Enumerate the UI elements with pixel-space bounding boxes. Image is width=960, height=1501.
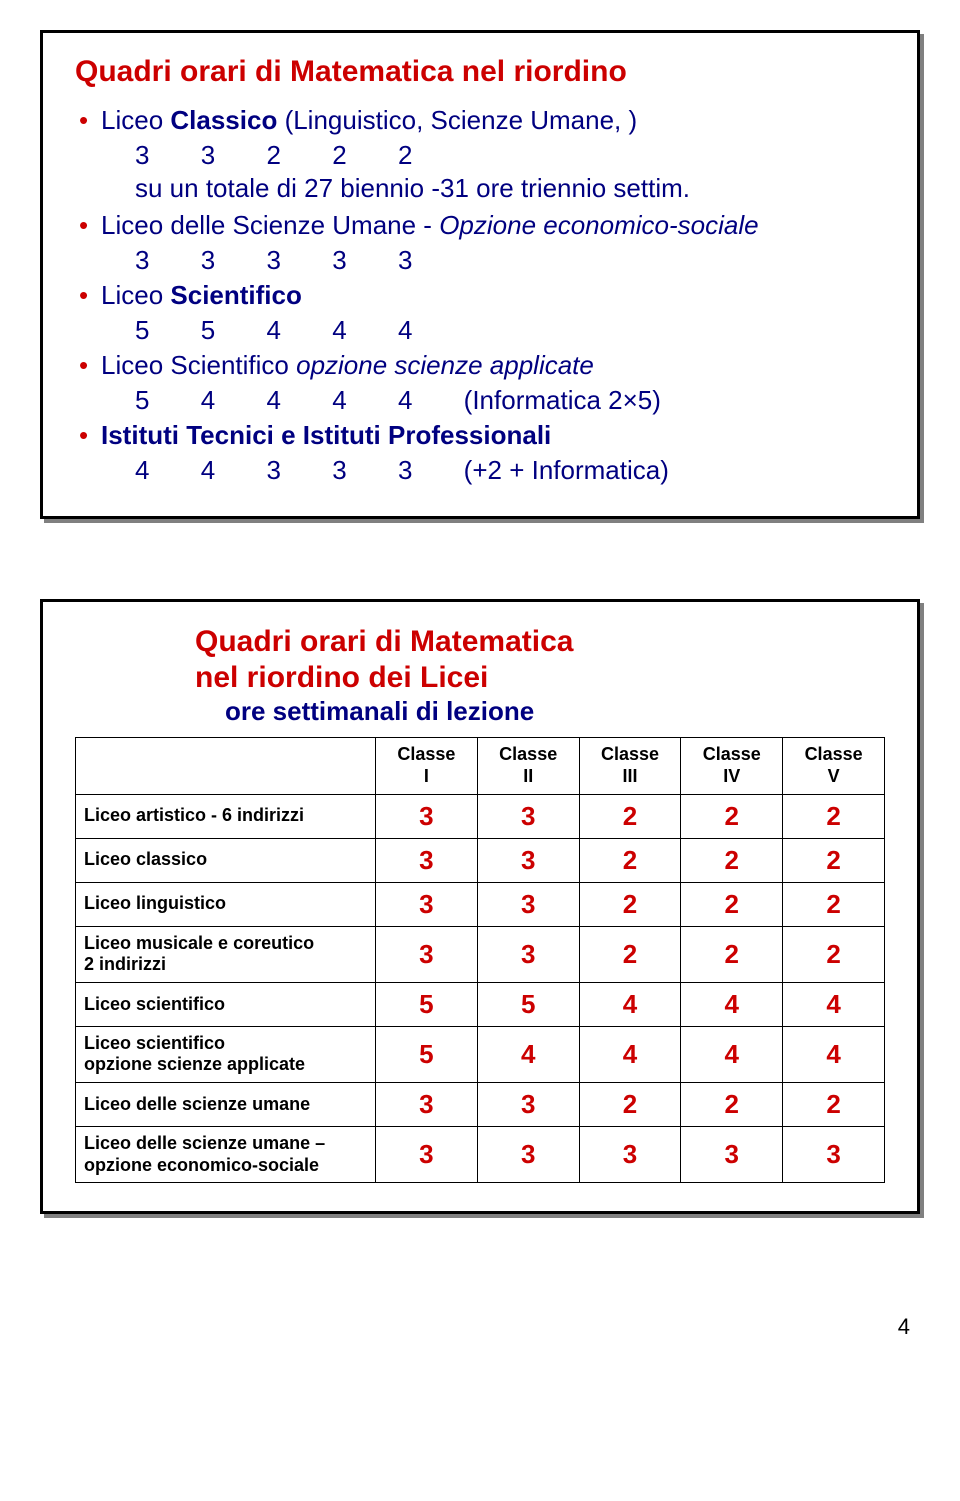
row-label: Liceo scientificoopzione scienze applica… bbox=[76, 1026, 376, 1082]
box1-values-tecnici: 4 4 3 3 3 (+2 + Informatica) bbox=[75, 455, 885, 486]
col-classe-4: ClasseIV bbox=[681, 738, 783, 794]
cell: 2 bbox=[783, 926, 885, 982]
cell: 3 bbox=[376, 1127, 478, 1183]
cell: 2 bbox=[579, 882, 681, 926]
table-body: Liceo artistico - 6 indirizzi 3 3 2 2 2 … bbox=[76, 794, 885, 1183]
cell: 2 bbox=[681, 926, 783, 982]
row-label: Liceo linguistico bbox=[76, 882, 376, 926]
cell: 2 bbox=[579, 926, 681, 982]
box1-list-3: Liceo Scientifico bbox=[75, 278, 885, 313]
cell: 3 bbox=[376, 882, 478, 926]
table-row: Liceo delle scienze umane 3 3 2 2 2 bbox=[76, 1083, 885, 1127]
cell: 3 bbox=[376, 1083, 478, 1127]
box1-values-scientifico: 5 5 4 4 4 bbox=[75, 315, 885, 346]
cell: 2 bbox=[783, 794, 885, 838]
box1-list-4: Liceo Scientifico opzione scienze applic… bbox=[75, 348, 885, 383]
cell: 2 bbox=[783, 838, 885, 882]
table-row: Liceo scientificoopzione scienze applica… bbox=[76, 1026, 885, 1082]
cell: 2 bbox=[579, 838, 681, 882]
item-heading: Liceo Scientifico opzione scienze applic… bbox=[101, 350, 594, 380]
table-row: Liceo classico 3 3 2 2 2 bbox=[76, 838, 885, 882]
cell: 4 bbox=[681, 1026, 783, 1082]
col-classe-1: ClasseI bbox=[376, 738, 478, 794]
page: Quadri orari di Matematica nel riordino … bbox=[0, 0, 960, 1370]
table-row: Liceo delle scienze umane –opzione econo… bbox=[76, 1127, 885, 1183]
row-label: Liceo delle scienze umane bbox=[76, 1083, 376, 1127]
box1-item-classico: Liceo Classico (Linguistico, Scienze Uma… bbox=[75, 103, 885, 138]
cell: 3 bbox=[477, 882, 579, 926]
box-quadri-licei: Quadri orari di Matematica nel riordino … bbox=[40, 599, 920, 1214]
cell: 4 bbox=[579, 982, 681, 1026]
row-label: Liceo classico bbox=[76, 838, 376, 882]
box-quadri-riordino: Quadri orari di Matematica nel riordino … bbox=[40, 30, 920, 519]
cell: 3 bbox=[579, 1127, 681, 1183]
box2-subtitle: ore settimanali di lezione bbox=[75, 696, 885, 727]
cell: 2 bbox=[579, 1083, 681, 1127]
cell: 4 bbox=[477, 1026, 579, 1082]
box1-list-2: Liceo delle Scienze Umane - Opzione econ… bbox=[75, 208, 885, 243]
cell: 5 bbox=[376, 982, 478, 1026]
cell: 2 bbox=[681, 838, 783, 882]
box1-list-5: Istituti Tecnici e Istituti Professional… bbox=[75, 418, 885, 453]
item-heading: Liceo delle Scienze Umane - Opzione econ… bbox=[101, 210, 759, 240]
box1-title: Quadri orari di Matematica nel riordino bbox=[75, 55, 885, 89]
cell: 3 bbox=[376, 926, 478, 982]
cell: 5 bbox=[477, 982, 579, 1026]
cell: 5 bbox=[376, 1026, 478, 1082]
row-label: Liceo artistico - 6 indirizzi bbox=[76, 794, 376, 838]
cell: 2 bbox=[579, 794, 681, 838]
cell: 2 bbox=[783, 882, 885, 926]
box2-title: Quadri orari di Matematica nel riordino … bbox=[75, 624, 885, 696]
col-classe-3: ClasseIII bbox=[579, 738, 681, 794]
box1-item-scientifico: Liceo Scientifico bbox=[75, 278, 885, 313]
page-number: 4 bbox=[40, 1294, 920, 1340]
hours-table: ClasseI ClasseII ClasseIII ClasseIV Clas… bbox=[75, 737, 885, 1183]
item-heading: Istituti Tecnici e Istituti Professional… bbox=[101, 420, 551, 450]
item-heading: Liceo Classico (Linguistico, Scienze Uma… bbox=[101, 105, 637, 135]
cell: 2 bbox=[681, 794, 783, 838]
box1-values-economico: 3 3 3 3 3 bbox=[75, 245, 885, 276]
col-classe-5: ClasseV bbox=[783, 738, 885, 794]
cell: 4 bbox=[783, 1026, 885, 1082]
cell: 4 bbox=[783, 982, 885, 1026]
table-row: Liceo linguistico 3 3 2 2 2 bbox=[76, 882, 885, 926]
cell: 3 bbox=[376, 794, 478, 838]
box1-item-tecnici-professionali: Istituti Tecnici e Istituti Professional… bbox=[75, 418, 885, 453]
cell: 3 bbox=[681, 1127, 783, 1183]
box1-item-economico-sociale: Liceo delle Scienze Umane - Opzione econ… bbox=[75, 208, 885, 243]
table-row: Liceo artistico - 6 indirizzi 3 3 2 2 2 bbox=[76, 794, 885, 838]
item-heading: Liceo Scientifico bbox=[101, 280, 302, 310]
cell: 3 bbox=[783, 1127, 885, 1183]
cell: 4 bbox=[681, 982, 783, 1026]
row-label: Liceo delle scienze umane –opzione econo… bbox=[76, 1127, 376, 1183]
box1-values-classico: 3 3 2 2 2 bbox=[75, 140, 885, 171]
box1-values-applicate: 5 4 4 4 4 (Informatica 2×5) bbox=[75, 385, 885, 416]
box1-list: Liceo Classico (Linguistico, Scienze Uma… bbox=[75, 103, 885, 138]
cell: 3 bbox=[477, 1083, 579, 1127]
col-classe-2: ClasseII bbox=[477, 738, 579, 794]
row-label: Liceo scientifico bbox=[76, 982, 376, 1026]
row-label: Liceo musicale e coreutico2 indirizzi bbox=[76, 926, 376, 982]
cell: 3 bbox=[477, 794, 579, 838]
cell: 3 bbox=[477, 838, 579, 882]
box1-item-scienze-applicate: Liceo Scientifico opzione scienze applic… bbox=[75, 348, 885, 383]
table-header-row: ClasseI ClasseII ClasseIII ClasseIV Clas… bbox=[76, 738, 885, 794]
table-row: Liceo musicale e coreutico2 indirizzi 3 … bbox=[76, 926, 885, 982]
cell: 2 bbox=[681, 1083, 783, 1127]
box1-note-classico: su un totale di 27 biennio -31 ore trien… bbox=[75, 173, 885, 204]
cell: 2 bbox=[681, 882, 783, 926]
cell: 3 bbox=[477, 926, 579, 982]
table-header-empty bbox=[76, 738, 376, 794]
cell: 2 bbox=[783, 1083, 885, 1127]
table-row: Liceo scientifico 5 5 4 4 4 bbox=[76, 982, 885, 1026]
cell: 3 bbox=[477, 1127, 579, 1183]
cell: 3 bbox=[376, 838, 478, 882]
cell: 4 bbox=[579, 1026, 681, 1082]
